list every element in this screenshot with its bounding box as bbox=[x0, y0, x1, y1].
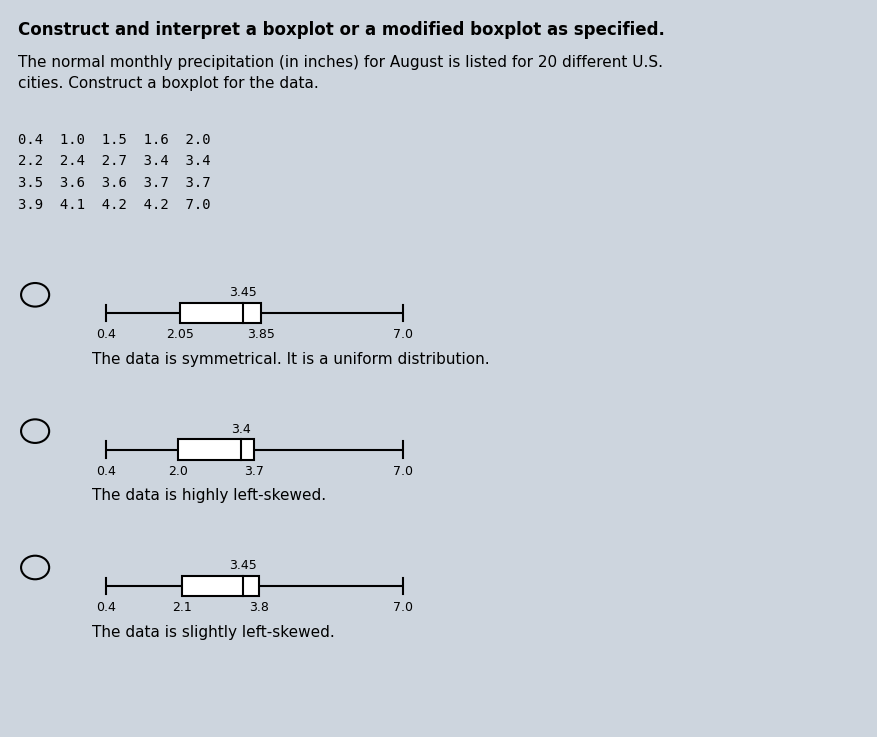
Text: 3.45: 3.45 bbox=[229, 559, 257, 572]
Text: 3.85: 3.85 bbox=[246, 329, 275, 341]
Text: 0.4: 0.4 bbox=[96, 601, 116, 614]
Bar bbox=[177, 439, 254, 460]
Text: The data is highly left-skewed.: The data is highly left-skewed. bbox=[92, 489, 326, 503]
Text: 2.05: 2.05 bbox=[166, 329, 194, 341]
Text: 7.0: 7.0 bbox=[392, 601, 412, 614]
Text: 2.0: 2.0 bbox=[168, 465, 188, 478]
Text: The normal monthly precipitation (in inches) for August is listed for 20 differe: The normal monthly precipitation (in inc… bbox=[18, 55, 662, 91]
Text: The data is symmetrical. It is a uniform distribution.: The data is symmetrical. It is a uniform… bbox=[92, 352, 489, 367]
Text: 3.45: 3.45 bbox=[229, 287, 257, 299]
Text: 2.1: 2.1 bbox=[172, 601, 192, 614]
Text: 0.4  1.0  1.5  1.6  2.0
2.2  2.4  2.7  3.4  3.4
3.5  3.6  3.6  3.7  3.7
3.9  4.1: 0.4 1.0 1.5 1.6 2.0 2.2 2.4 2.7 3.4 3.4 … bbox=[18, 133, 210, 212]
Bar bbox=[180, 303, 260, 324]
Text: 0.4: 0.4 bbox=[96, 465, 116, 478]
Text: The data is slightly left-skewed.: The data is slightly left-skewed. bbox=[92, 625, 334, 640]
Text: 0.4: 0.4 bbox=[96, 329, 116, 341]
Text: 3.4: 3.4 bbox=[231, 423, 250, 436]
Bar bbox=[182, 576, 259, 596]
Text: Construct and interpret a boxplot or a modified boxplot as specified.: Construct and interpret a boxplot or a m… bbox=[18, 21, 664, 38]
Text: 3.7: 3.7 bbox=[244, 465, 264, 478]
Text: 7.0: 7.0 bbox=[392, 465, 412, 478]
Text: 3.8: 3.8 bbox=[248, 601, 268, 614]
Text: 7.0: 7.0 bbox=[392, 329, 412, 341]
